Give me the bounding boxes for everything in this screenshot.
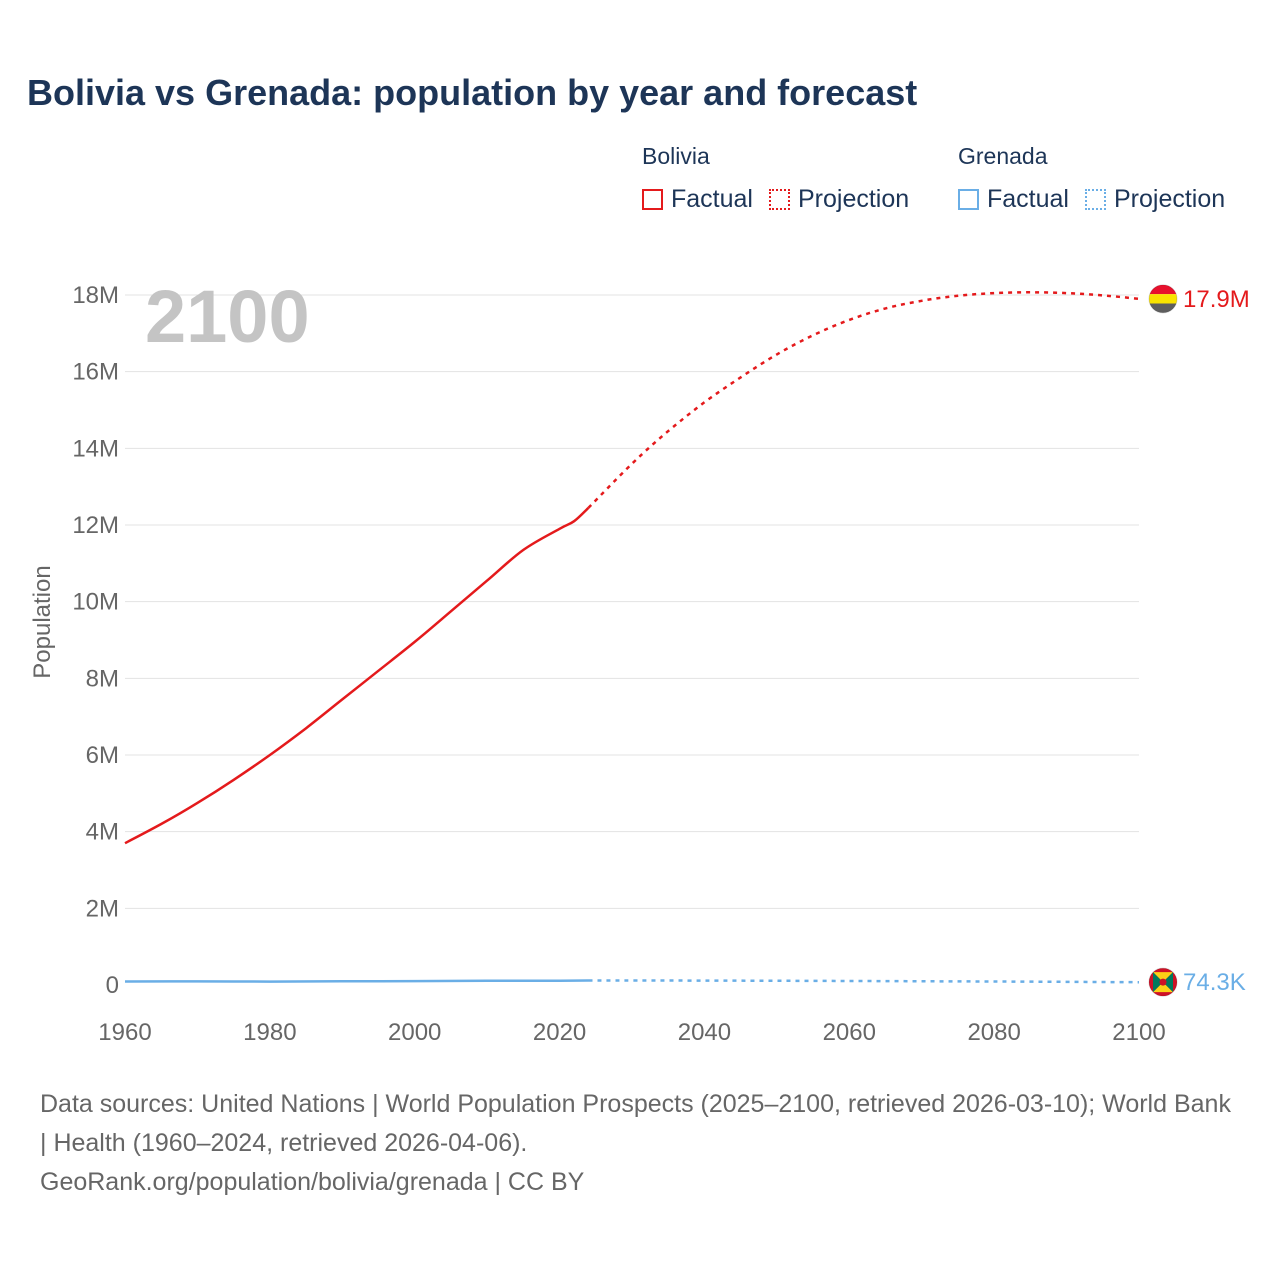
y-tick-label: 18M [72, 282, 119, 309]
legend-grenada-factual[interactable]: Factual [958, 185, 1069, 214]
y-tick-label: 2M [86, 895, 119, 922]
bolivia-end-label: 17.9M [1183, 286, 1250, 313]
grenada-factual-line [124, 979, 589, 983]
y-tick-label: 12M [72, 512, 119, 539]
legend-group-name: Bolivia [642, 143, 710, 169]
grenada-projection-line [588, 979, 1140, 984]
factual-swatch-icon [642, 189, 663, 210]
grenada-end-label: 74.3K [1183, 969, 1246, 996]
legend-group-grenada: Grenada Factual Projection [958, 143, 1241, 214]
legend-group-name: Grenada [958, 143, 1048, 169]
y-tick-label: 10M [72, 589, 119, 616]
year-badge: 2100 [145, 275, 310, 358]
grenada-flag-icon [1148, 967, 1178, 997]
legend-grenada-projection[interactable]: Projection [1084, 185, 1226, 214]
bolivia-projection-line [587, 291, 1140, 509]
axis-layer: 0 2M 4M 6M 8M 10M 12M 14M 16M 18M 1960 1980 2000 2020… [72, 282, 1165, 1046]
legend-item-label: Factual [671, 185, 753, 213]
legend-bolivia-projection[interactable]: Projection [768, 185, 910, 214]
footer: Data sources: United Nations | World Pop… [40, 1085, 1240, 1202]
legend-item-label: Factual [987, 185, 1069, 213]
data-sources-note: Data sources: United Nations | World Pop… [40, 1090, 1231, 1157]
x-tick-label: 1960 [98, 1019, 151, 1046]
bolivia-flag-icon [1148, 284, 1178, 314]
y-tick-label: 8M [86, 665, 119, 692]
x-tick-label: 1980 [243, 1019, 296, 1046]
y-axis-title: Population [29, 565, 56, 678]
projection-swatch-icon [768, 189, 790, 210]
chart-title: Bolivia vs Grenada: population by year a… [27, 72, 918, 113]
projection-swatch-icon [1084, 189, 1106, 210]
bolivia-factual-line [124, 506, 590, 845]
y-tick-label: 16M [72, 359, 119, 386]
x-tick-label: 2100 [1112, 1019, 1165, 1046]
series-layer [124, 291, 1140, 984]
y-tick-label: 4M [86, 819, 119, 846]
x-tick-label: 2080 [967, 1019, 1020, 1046]
y-tick-label: 0 [106, 972, 119, 999]
marker-layer: 17.9M 74.3K [1148, 284, 1250, 997]
x-tick-label: 2020 [533, 1019, 586, 1046]
legend-bolivia-factual[interactable]: Factual [642, 185, 753, 214]
grid-layer [125, 294, 1139, 909]
x-tick-label: 2000 [388, 1019, 441, 1046]
y-tick-label: 14M [72, 435, 119, 462]
x-tick-label: 2040 [678, 1019, 731, 1046]
legend-item-label: Projection [1113, 185, 1226, 213]
legend-item-label: Projection [797, 185, 910, 213]
source-link[interactable]: GeoRank.org/population/bolivia/grenada |… [40, 1168, 585, 1196]
x-tick-label: 2060 [823, 1019, 876, 1046]
y-tick-label: 6M [86, 742, 119, 769]
factual-swatch-icon [958, 189, 979, 210]
legend-group-bolivia: Bolivia Factual Projection [642, 143, 925, 214]
